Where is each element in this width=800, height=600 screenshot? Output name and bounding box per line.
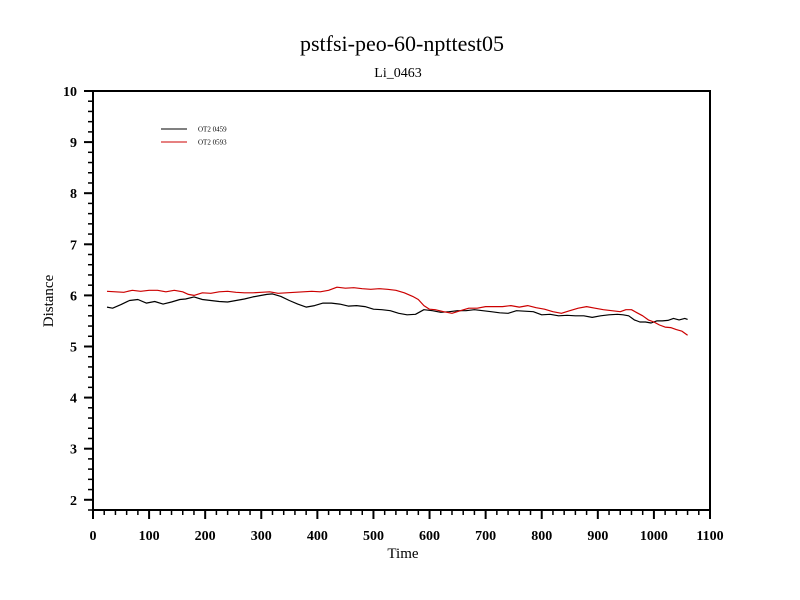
x-tick-label: 700 [475,529,496,544]
x-tick-label: 300 [251,529,272,544]
legend-label: OT2 0459 [198,126,227,134]
chart-subtitle: Li_0463 [374,66,421,81]
y-tick-label: 9 [70,136,77,151]
y-tick-label: 10 [63,85,77,100]
legend-label: OT2 0593 [198,139,227,147]
y-tick-label: 6 [70,289,77,304]
axis-ticks: 0 100 200 300 400 500 600 700 800 900 1000 1100 2 3 4 5… [63,85,724,544]
y-tick-label: 8 [70,187,77,202]
x-tick-label: 100 [139,529,160,544]
series-line-0 [106,293,688,324]
y-tick-label: 4 [70,392,77,407]
series-lines [106,286,688,336]
y-tick-label: 2 [70,494,77,509]
y-tick-label: 5 [70,340,77,355]
x-tick-label: 400 [307,529,328,544]
y-axis-label: Distance [41,274,57,327]
x-tick-label: 0 [90,529,97,544]
x-tick-label: 800 [531,529,552,544]
legend: OT2 0459 OT2 0593 [161,126,227,147]
y-tick-label: 3 [70,443,77,458]
x-tick-label: 900 [587,529,608,544]
x-axis-label: Time [387,546,418,562]
y-tick-label: 7 [70,238,77,253]
x-tick-label: 500 [363,529,384,544]
x-tick-label: 1000 [640,529,668,544]
series-line-1 [106,286,688,336]
x-tick-label: 200 [195,529,216,544]
x-tick-label: 1100 [696,529,723,544]
plot-frame [92,90,711,511]
chart-title: pstfsi-peo-60-npttest05 [300,31,504,56]
x-tick-label: 600 [419,529,440,544]
